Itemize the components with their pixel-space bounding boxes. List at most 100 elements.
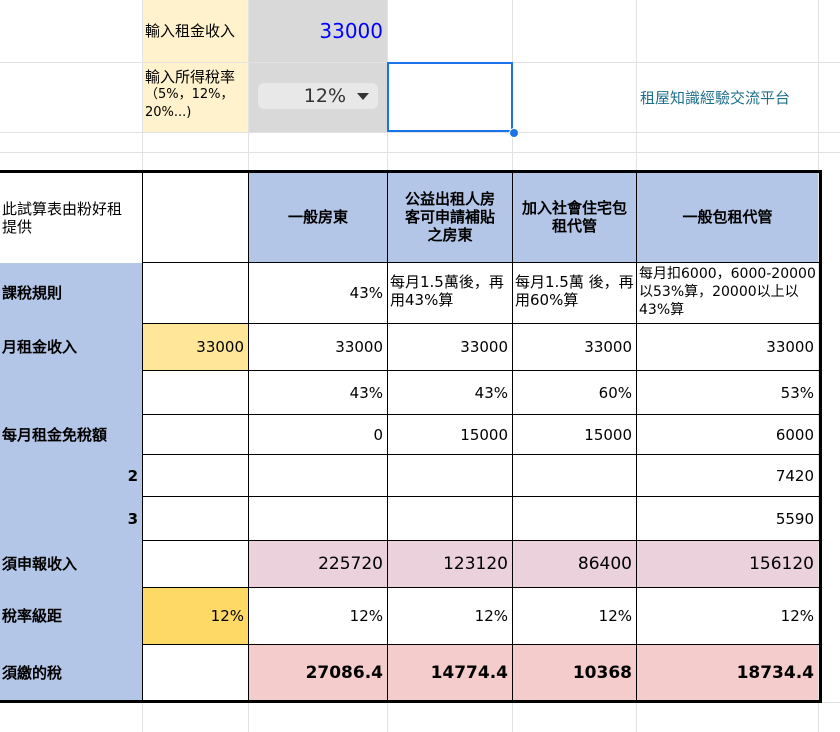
cell-tax-rule-3[interactable]: 每月1.5萬 後，再用60%算 [513, 263, 636, 323]
tax-rate-label-text: 輸入所得稅率 [145, 68, 236, 86]
header-blank [143, 172, 248, 262]
cell-rate-1[interactable]: 43% [249, 371, 387, 414]
cell-rate-3-text: 60% [598, 383, 632, 402]
tax-rate-dropdown-value: 12% [303, 85, 346, 107]
cell-exempt-3[interactable]: 15000 [513, 415, 636, 454]
header-general-agency: 一般包租代管 [637, 172, 818, 262]
row-label-3-text: 3 [127, 509, 138, 528]
cell-monthly-rent-input[interactable]: 33000 [143, 324, 248, 370]
cell-exempt-4-text: 6000 [775, 425, 814, 444]
cell-tax-rule-2[interactable]: 每月1.5萬後，再用43%算 [388, 263, 512, 323]
cell-rate-3[interactable]: 60% [513, 371, 636, 414]
row-label-3: 3 [0, 497, 142, 540]
cell-taxable-3[interactable]: 86400 [513, 541, 636, 587]
cell-exempt-2[interactable]: 15000 [388, 415, 512, 454]
cell-tax-rule-2-text: 每月1.5萬後，再用43%算 [390, 273, 504, 309]
row-label-taxable-text: 須申報收入 [2, 555, 78, 573]
cell-row2-4-text: 7420 [775, 466, 814, 485]
cell-monthly-rent-4-text: 33000 [766, 338, 814, 356]
cell-monthly-rent-3-text: 33000 [584, 338, 632, 356]
tax-rate-input-label: 輸入所得稅率 （5%，12%，20%...) [143, 63, 248, 132]
cell-monthly-rent-1[interactable]: 33000 [249, 324, 387, 370]
header-landlord-text: 一般房東 [287, 208, 348, 226]
cell-rate-1-text: 43% [349, 383, 383, 402]
cell-tax-rule-4[interactable]: 每月扣6000，6000-20000 以53%算，20000以上以43%算 [637, 263, 818, 323]
cell-monthly-rent-1-text: 33000 [335, 338, 383, 356]
row-label-tax-due: 須繳的稅 [0, 645, 142, 701]
chevron-down-icon [357, 93, 369, 100]
row-label-bracket: 稅率級距 [0, 588, 142, 644]
cell-taxable-1-text: 225720 [318, 554, 383, 574]
cell-taxable-3-text: 86400 [577, 554, 632, 574]
row-label-monthly-rent-text: 月租金收入 [2, 338, 78, 356]
cell-rate-2-text: 43% [474, 383, 508, 402]
cell-bracket-input-text: 12% [210, 607, 244, 625]
header-social-housing-text: 加入社會住宅包租代管 [521, 199, 627, 235]
header-social-housing: 加入社會住宅包租代管 [513, 172, 636, 262]
cell-bracket-1[interactable]: 12% [249, 588, 387, 644]
cell-row3-4[interactable]: 5590 [637, 497, 818, 540]
cell-exempt-1[interactable]: 0 [249, 415, 387, 454]
cell-bracket-4[interactable]: 12% [637, 588, 818, 644]
cell-taxable-4-text: 156120 [749, 554, 814, 574]
cell-bracket-3[interactable]: 12% [513, 588, 636, 644]
cell-monthly-rent-4[interactable]: 33000 [637, 324, 818, 370]
header-public-welfare-text: 公益出租人房客可申請補貼之房東 [404, 190, 495, 244]
cell-tax-due-4-text: 18734.4 [736, 663, 814, 683]
cell-monthly-rent-2-text: 33000 [460, 338, 508, 356]
cell-bracket-2[interactable]: 12% [388, 588, 512, 644]
platform-link-text: 租屋知識經驗交流平台 [640, 89, 791, 107]
selected-cell[interactable] [387, 62, 513, 132]
cell-monthly-rent-2[interactable]: 33000 [388, 324, 512, 370]
cell-bracket-3-text: 12% [598, 607, 632, 625]
cell-exempt-3-text: 15000 [584, 425, 632, 444]
platform-link[interactable]: 租屋知識經驗交流平台 [640, 85, 830, 111]
table-note-text: 此試算表由粉好租提供 [2, 200, 123, 236]
rent-input-value: 33000 [319, 19, 383, 43]
cell-monthly-rent-3[interactable]: 33000 [513, 324, 636, 370]
cell-rate-4-text: 53% [780, 383, 814, 402]
cell-tax-rule-4-text: 每月扣6000，6000-20000 以53%算，20000以上以43%算 [639, 266, 816, 318]
cell-bracket-1-text: 12% [349, 607, 383, 625]
cell-row2-4[interactable]: 7420 [637, 455, 818, 496]
selection-fill-handle[interactable] [509, 128, 519, 138]
cell-taxable-1[interactable]: 225720 [249, 541, 387, 587]
cell-exempt-2-text: 15000 [460, 425, 508, 444]
cell-bracket-2-text: 12% [474, 607, 508, 625]
cell-exempt-1-text: 0 [373, 425, 383, 444]
cell-tax-rule-1-text: 43% [349, 284, 383, 302]
cell-rate-4[interactable]: 53% [637, 371, 818, 414]
tax-rate-hint-text: （5%，12%，20%...) [145, 87, 234, 120]
cell-taxable-2[interactable]: 123120 [388, 541, 512, 587]
row-label-2-text: 2 [127, 466, 138, 485]
cell-tax-due-3[interactable]: 10368 [513, 645, 636, 701]
cell-tax-due-3-text: 10368 [572, 663, 632, 683]
cell-rate-2[interactable]: 43% [388, 371, 512, 414]
cell-exempt-4[interactable]: 6000 [637, 415, 818, 454]
row-label-bracket-text: 稅率級距 [2, 607, 63, 625]
tax-rate-dropdown[interactable]: 12% [258, 83, 378, 109]
cell-taxable-4[interactable]: 156120 [637, 541, 818, 587]
cell-tax-due-4[interactable]: 18734.4 [637, 645, 818, 701]
rent-input-cell[interactable]: 33000 [249, 0, 387, 62]
row-label-exempt: 每月租金免稅額 [0, 415, 142, 454]
cell-tax-rule-3-text: 每月1.5萬 後，再用60%算 [515, 273, 634, 309]
cell-tax-due-1[interactable]: 27086.4 [249, 645, 387, 701]
row-label-tax-rule: 課稅規則 [0, 263, 142, 323]
cell-tax-due-2-text: 14774.4 [430, 663, 508, 683]
header-general-agency-text: 一般包租代管 [682, 208, 773, 226]
cell-taxable-2-text: 123120 [443, 554, 508, 574]
cell-tax-due-2[interactable]: 14774.4 [388, 645, 512, 701]
row-label-exempt-text: 每月租金免稅額 [2, 425, 108, 444]
cell-tax-due-1-text: 27086.4 [305, 663, 383, 683]
cell-row3-4-text: 5590 [775, 509, 814, 528]
row-label-2: 2 [0, 455, 142, 496]
cell-bracket-input[interactable]: 12% [143, 588, 248, 644]
rent-input-label: 輸入租金收入 [143, 0, 248, 62]
row-label-tax-rule-text: 課稅規則 [2, 284, 63, 302]
row-label-tax-due-text: 須繳的稅 [2, 664, 63, 682]
row-label-taxable: 須申報收入 [0, 541, 142, 587]
header-public-welfare: 公益出租人房客可申請補貼之房東 [388, 172, 512, 262]
rent-input-label-text: 輸入租金收入 [145, 22, 236, 40]
cell-tax-rule-1[interactable]: 43% [249, 263, 387, 323]
